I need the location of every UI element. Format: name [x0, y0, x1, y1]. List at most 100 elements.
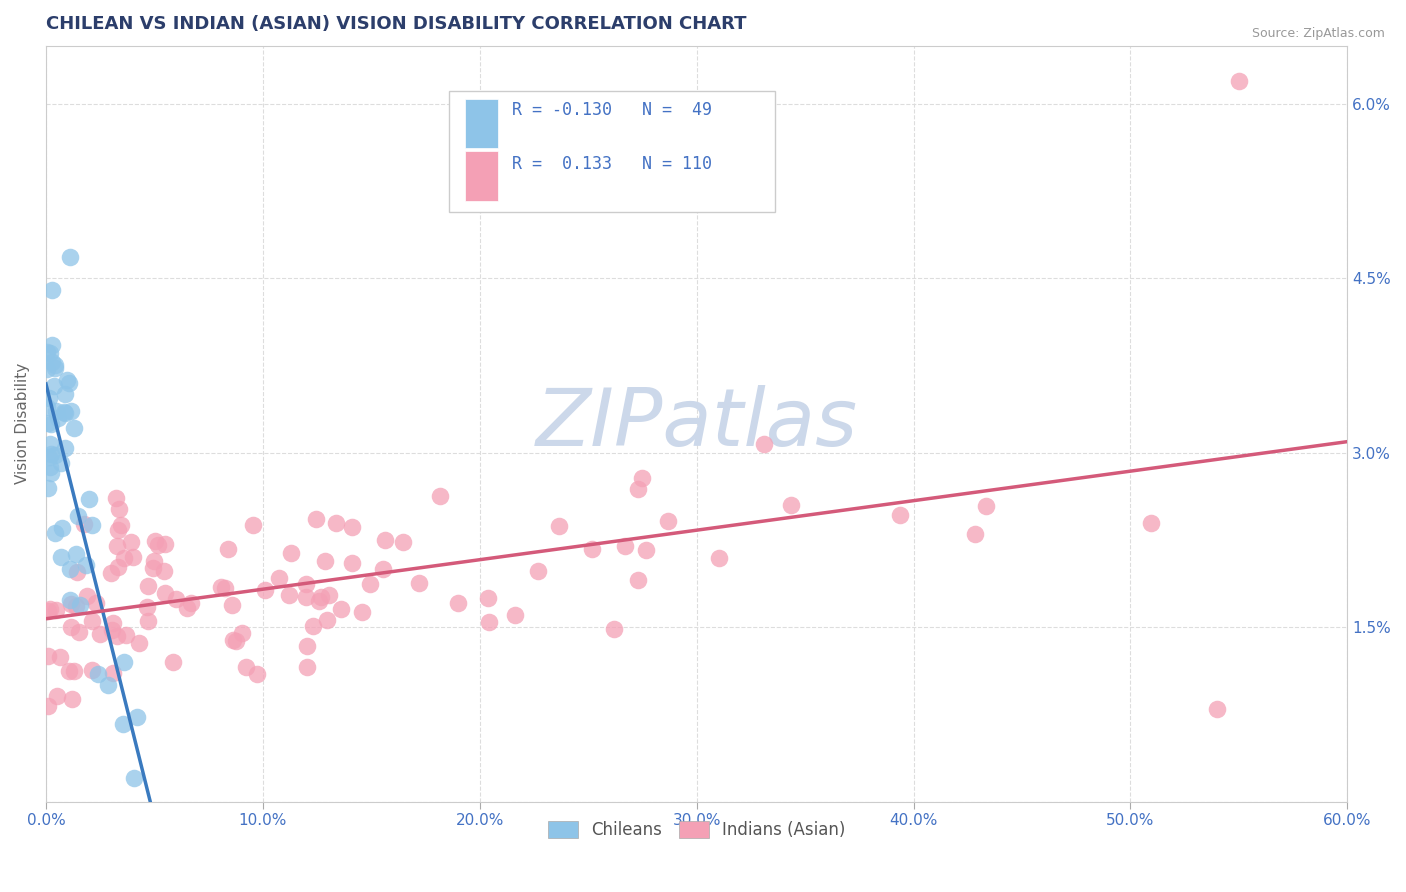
Point — [37, 481, 59, 495]
Point — [614, 539, 637, 553]
Point — [49, 456, 72, 470]
Point — [107, 559, 129, 574]
Point — [408, 575, 430, 590]
Point — [55, 373, 77, 387]
Point — [1139, 516, 1161, 531]
Y-axis label: Vision Disability: Vision Disability — [15, 363, 30, 484]
Point — [231, 626, 253, 640]
Point — [143, 534, 166, 549]
Point — [58, 376, 80, 391]
Point — [165, 592, 187, 607]
Point — [107, 523, 129, 537]
Point — [80, 663, 103, 677]
Point — [505, 608, 527, 623]
Point — [627, 482, 650, 496]
Point — [63, 421, 86, 435]
Point — [217, 541, 239, 556]
Point — [38, 460, 60, 475]
Point — [66, 508, 89, 523]
Point — [120, 535, 142, 549]
Point — [45, 603, 67, 617]
Point — [63, 664, 86, 678]
Point — [59, 404, 82, 418]
Point — [59, 597, 82, 611]
Point — [101, 623, 124, 637]
Point — [53, 387, 76, 401]
Point — [51, 521, 73, 535]
Point — [60, 692, 83, 706]
Point — [235, 660, 257, 674]
Point — [39, 466, 62, 480]
Point — [315, 613, 337, 627]
Point — [107, 502, 129, 516]
Point — [297, 639, 319, 653]
Point — [39, 602, 62, 616]
Point — [657, 514, 679, 528]
Point — [135, 599, 157, 614]
Point — [527, 564, 550, 578]
Point — [478, 615, 501, 630]
Point — [82, 517, 104, 532]
Point — [122, 772, 145, 786]
Point — [636, 543, 658, 558]
Point — [41, 283, 63, 297]
Bar — [465, 152, 498, 201]
Point — [392, 535, 415, 549]
Point — [80, 614, 103, 628]
Legend: Chileans, Indians (Asian): Chileans, Indians (Asian) — [541, 814, 852, 847]
Point — [39, 417, 62, 432]
Point — [308, 593, 330, 607]
Point — [627, 574, 650, 588]
Point — [314, 554, 336, 568]
Point — [38, 450, 60, 465]
Point — [374, 533, 396, 547]
Point — [371, 561, 394, 575]
Point — [75, 558, 97, 572]
Point — [44, 358, 66, 372]
Point — [754, 437, 776, 451]
Point — [294, 591, 316, 605]
Point — [41, 354, 63, 368]
Point — [342, 520, 364, 534]
Point — [37, 416, 59, 430]
Bar — [465, 99, 498, 148]
Point — [35, 400, 58, 414]
Point — [350, 605, 373, 619]
Point — [136, 614, 159, 628]
Point — [101, 616, 124, 631]
Point — [45, 689, 67, 703]
Point — [780, 498, 803, 512]
Point — [53, 441, 76, 455]
Text: Source: ZipAtlas.com: Source: ZipAtlas.com — [1251, 27, 1385, 40]
Point — [35, 344, 58, 359]
Point — [112, 655, 135, 669]
Point — [180, 596, 202, 610]
Point — [37, 362, 59, 376]
Point — [304, 512, 326, 526]
Point — [222, 632, 245, 647]
Point — [548, 519, 571, 533]
Point — [87, 666, 110, 681]
Point — [77, 492, 100, 507]
Point — [97, 678, 120, 692]
Point — [37, 604, 59, 618]
Point — [128, 636, 150, 650]
Point — [48, 649, 70, 664]
Point — [52, 405, 75, 419]
Point — [84, 596, 107, 610]
Point — [974, 499, 997, 513]
Point — [142, 561, 165, 575]
Point — [60, 620, 83, 634]
Point — [318, 588, 340, 602]
Point — [146, 538, 169, 552]
Point — [329, 601, 352, 615]
Point — [429, 489, 451, 503]
Point — [103, 666, 125, 681]
Point — [277, 588, 299, 602]
Point — [447, 596, 470, 610]
Point — [105, 539, 128, 553]
Point — [45, 404, 67, 418]
Point — [44, 526, 66, 541]
Point — [1227, 73, 1250, 87]
Point — [58, 664, 80, 678]
